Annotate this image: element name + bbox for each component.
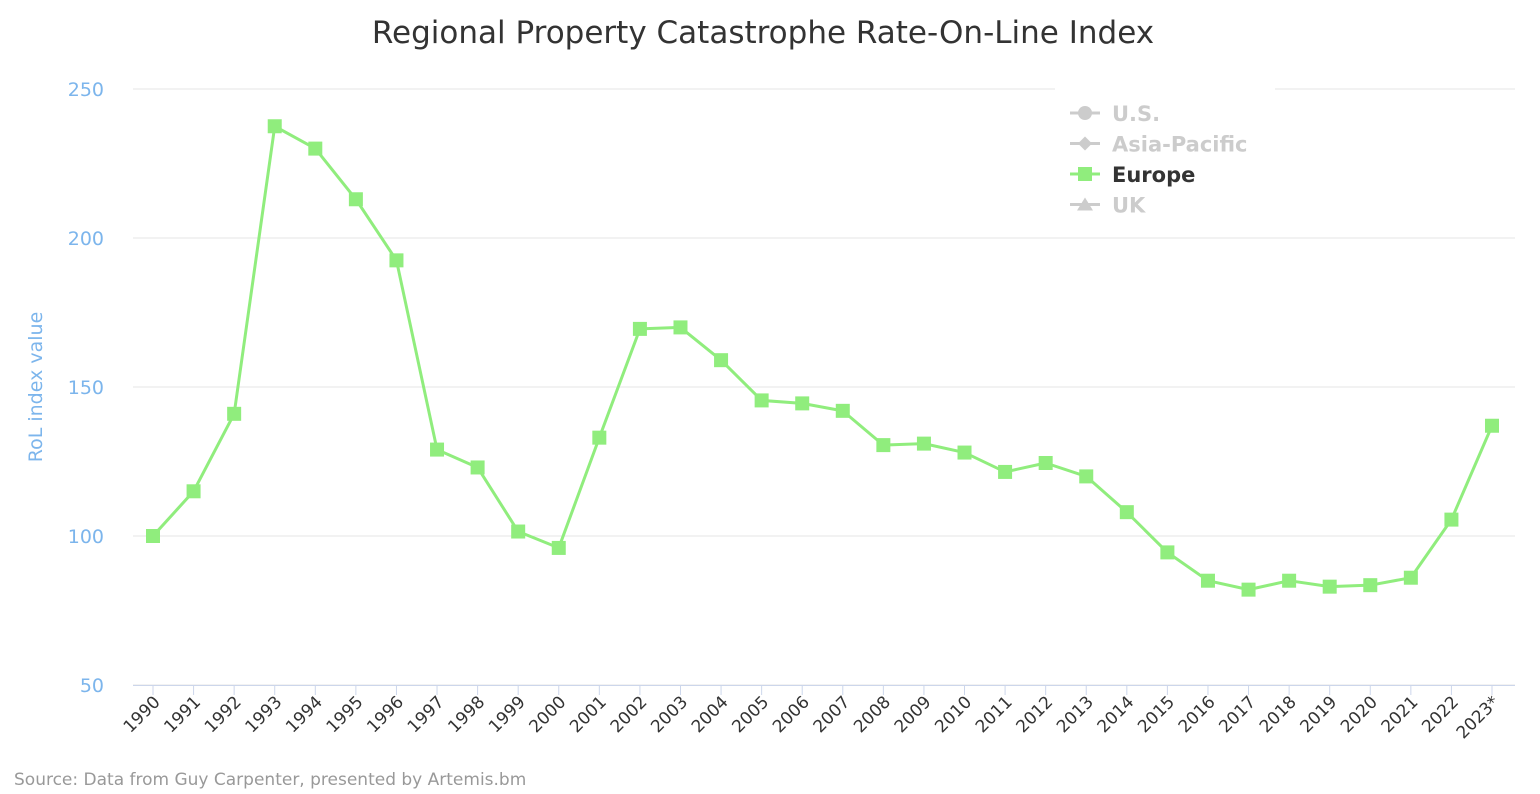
diamond-marker-icon [1078, 136, 1092, 151]
data-point [1363, 578, 1378, 593]
data-point [1160, 545, 1175, 560]
data-point [227, 406, 242, 421]
data-point [389, 253, 404, 268]
data-point [592, 430, 607, 445]
x-tick-label: 2012 [1012, 692, 1057, 737]
legend-item-uk[interactable]: UK [1070, 194, 1146, 218]
data-point [1079, 469, 1094, 484]
data-point [430, 442, 445, 457]
x-tick-label: 2007 [810, 692, 855, 737]
x-tick-label: 1992 [201, 692, 246, 737]
triangle-marker-icon [1077, 197, 1093, 211]
series-line-europe [151, 124, 1494, 592]
data-point [511, 524, 526, 539]
x-tick-label: 1998 [444, 692, 489, 737]
x-tick-label: 2010 [931, 692, 976, 737]
x-tick-label: 2015 [1134, 692, 1179, 737]
data-point [835, 403, 850, 418]
legend[interactable]: U.S. Asia-Pacific Europe UK [1055, 84, 1275, 218]
chart-title: Regional Property Catastrophe Rate-On-Li… [372, 15, 1154, 51]
x-tick-label: 1996 [363, 692, 408, 737]
legend-label: Europe [1112, 163, 1195, 187]
data-point [267, 119, 282, 134]
data-point [714, 353, 729, 368]
x-tick-label: 2013 [1053, 692, 1098, 737]
data-point [1322, 579, 1337, 594]
data-point [551, 540, 566, 555]
data-point [1485, 418, 1499, 433]
x-tick-label: 2019 [1296, 692, 1341, 737]
x-tick-label: 2014 [1094, 692, 1139, 737]
source-credit: Source: Data from Guy Carpenter, present… [14, 770, 526, 790]
x-tick-label: 1994 [282, 692, 327, 737]
data-point [1038, 455, 1053, 470]
data-point [876, 438, 891, 453]
x-tick-label: 2008 [850, 692, 895, 737]
data-point [1119, 505, 1134, 520]
legend-item-u-s-[interactable]: U.S. [1070, 102, 1160, 126]
data-point [1200, 573, 1215, 588]
x-tick-label: 2009 [891, 692, 936, 737]
x-tick-label: 2000 [526, 692, 571, 737]
x-tick-label: 2004 [688, 692, 733, 737]
legend-label: U.S. [1112, 102, 1160, 126]
square-marker-icon [1078, 167, 1092, 181]
x-tick-label: 2017 [1215, 692, 1260, 737]
x-tick-label: 1990 [120, 692, 165, 737]
y-tick-label: 250 [68, 79, 104, 101]
y-tick-label: 100 [68, 526, 104, 548]
data-point [146, 529, 160, 543]
circle-marker-icon [1078, 106, 1092, 120]
x-tick-label: 2005 [728, 692, 773, 737]
data-point [470, 460, 485, 475]
x-tick-label: 2021 [1378, 692, 1423, 737]
y-tick-label: 150 [68, 377, 104, 399]
data-point [1241, 582, 1256, 597]
legend-background [1055, 84, 1275, 216]
x-tick-label: 1995 [323, 692, 368, 737]
data-point [632, 321, 647, 336]
x-tick-label: 2023* [1453, 692, 1504, 743]
data-point [1403, 570, 1418, 585]
legend-item-europe[interactable]: Europe [1070, 163, 1195, 187]
data-point [754, 393, 769, 408]
x-tick-label: 2001 [566, 692, 611, 737]
data-point [957, 445, 972, 460]
data-point [348, 192, 363, 207]
y-tick-label: 50 [80, 675, 104, 697]
x-tick-label: 2006 [769, 692, 814, 737]
x-tick-label: 2016 [1175, 692, 1220, 737]
y-axis-label: RoL index value [25, 312, 47, 463]
y-tick-label: 200 [68, 228, 104, 250]
x-tick-label: 1999 [485, 692, 530, 737]
x-tick-label: 2018 [1256, 692, 1301, 737]
x-tick-label: 2002 [607, 692, 652, 737]
x-tick-label: 1993 [242, 692, 287, 737]
data-point [1282, 573, 1297, 588]
legend-label: Asia-Pacific [1112, 133, 1248, 157]
data-point [916, 436, 931, 451]
data-point [795, 396, 810, 411]
data-point [308, 141, 323, 156]
data-point [998, 464, 1013, 479]
legend-label: UK [1112, 194, 1146, 218]
x-tick-label: 1997 [404, 692, 449, 737]
data-point [673, 320, 688, 335]
legend-item-asia-pacific[interactable]: Asia-Pacific [1070, 133, 1248, 157]
x-tick-label: 2011 [972, 692, 1017, 737]
data-point [1444, 512, 1459, 527]
x-tick-label: 2020 [1337, 692, 1382, 737]
data-point [186, 484, 201, 499]
x-tick-label: 2003 [647, 692, 692, 737]
x-tick-label: 1991 [160, 692, 205, 737]
